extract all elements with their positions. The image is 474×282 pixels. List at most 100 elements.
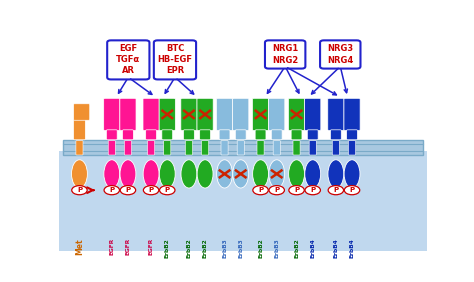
FancyBboxPatch shape xyxy=(143,98,159,131)
Text: P: P xyxy=(294,187,299,193)
Ellipse shape xyxy=(217,160,232,188)
FancyBboxPatch shape xyxy=(235,130,246,140)
FancyBboxPatch shape xyxy=(255,130,266,140)
FancyBboxPatch shape xyxy=(291,130,302,140)
Ellipse shape xyxy=(233,160,249,188)
Text: P: P xyxy=(333,187,338,193)
FancyBboxPatch shape xyxy=(147,141,155,155)
Circle shape xyxy=(305,186,320,195)
FancyBboxPatch shape xyxy=(146,130,156,140)
FancyBboxPatch shape xyxy=(271,130,282,140)
FancyBboxPatch shape xyxy=(233,98,249,131)
Text: ErbB3: ErbB3 xyxy=(274,238,279,258)
Text: BTC
HB-EGF
EPR: BTC HB-EGF EPR xyxy=(157,44,192,76)
FancyBboxPatch shape xyxy=(219,130,230,140)
Text: P: P xyxy=(258,187,263,193)
Text: P: P xyxy=(148,187,154,193)
FancyBboxPatch shape xyxy=(293,141,300,155)
FancyBboxPatch shape xyxy=(108,141,115,155)
Circle shape xyxy=(104,186,119,195)
FancyBboxPatch shape xyxy=(73,104,90,120)
Text: Met: Met xyxy=(75,238,84,255)
Text: P: P xyxy=(77,187,82,193)
FancyBboxPatch shape xyxy=(120,98,136,131)
FancyBboxPatch shape xyxy=(328,98,344,131)
FancyBboxPatch shape xyxy=(346,130,357,140)
Ellipse shape xyxy=(120,160,136,188)
Circle shape xyxy=(289,186,304,195)
FancyBboxPatch shape xyxy=(124,141,131,155)
Text: P: P xyxy=(109,187,114,193)
Bar xyxy=(59,34,427,151)
Circle shape xyxy=(253,186,268,195)
Ellipse shape xyxy=(197,160,213,188)
FancyBboxPatch shape xyxy=(123,130,133,140)
FancyBboxPatch shape xyxy=(221,141,228,155)
Circle shape xyxy=(120,186,136,195)
FancyBboxPatch shape xyxy=(201,141,209,155)
FancyBboxPatch shape xyxy=(265,40,305,69)
FancyBboxPatch shape xyxy=(73,119,85,140)
FancyBboxPatch shape xyxy=(154,40,196,80)
FancyBboxPatch shape xyxy=(164,141,171,155)
Ellipse shape xyxy=(104,160,120,188)
FancyBboxPatch shape xyxy=(162,130,173,140)
Text: P: P xyxy=(349,187,355,193)
FancyBboxPatch shape xyxy=(104,98,120,131)
Text: ErbB3: ErbB3 xyxy=(222,238,227,258)
FancyBboxPatch shape xyxy=(307,130,318,140)
Circle shape xyxy=(72,186,87,195)
FancyBboxPatch shape xyxy=(181,98,197,131)
Text: NRG1
NRG2: NRG1 NRG2 xyxy=(272,45,298,65)
Text: EGF
TGFα
AR: EGF TGFα AR xyxy=(116,44,140,76)
FancyBboxPatch shape xyxy=(217,98,233,131)
Ellipse shape xyxy=(328,160,344,188)
Ellipse shape xyxy=(344,160,360,188)
FancyBboxPatch shape xyxy=(185,141,192,155)
FancyBboxPatch shape xyxy=(159,98,175,131)
Circle shape xyxy=(328,186,344,195)
FancyBboxPatch shape xyxy=(309,141,316,155)
Ellipse shape xyxy=(269,160,285,188)
FancyBboxPatch shape xyxy=(197,98,213,131)
FancyBboxPatch shape xyxy=(269,98,285,131)
Bar xyxy=(59,151,427,251)
FancyBboxPatch shape xyxy=(289,98,305,131)
FancyBboxPatch shape xyxy=(257,141,264,155)
Text: EGFR: EGFR xyxy=(148,238,154,255)
Ellipse shape xyxy=(305,160,320,188)
Text: P: P xyxy=(164,187,170,193)
Text: ErbB2: ErbB2 xyxy=(186,238,191,258)
Bar xyxy=(63,140,423,155)
FancyBboxPatch shape xyxy=(273,141,280,155)
Text: ErbB2: ErbB2 xyxy=(202,238,208,258)
FancyBboxPatch shape xyxy=(253,98,269,131)
Ellipse shape xyxy=(159,160,175,188)
Text: ErbB2: ErbB2 xyxy=(165,238,170,258)
FancyBboxPatch shape xyxy=(305,98,321,131)
Text: ErbB2: ErbB2 xyxy=(258,238,263,258)
FancyBboxPatch shape xyxy=(332,141,339,155)
Text: P: P xyxy=(126,187,130,193)
Ellipse shape xyxy=(289,160,304,188)
Ellipse shape xyxy=(143,160,159,188)
Text: ErbB4: ErbB4 xyxy=(349,238,355,258)
FancyBboxPatch shape xyxy=(200,130,210,140)
Circle shape xyxy=(344,186,360,195)
FancyBboxPatch shape xyxy=(183,130,194,140)
Text: EGFR: EGFR xyxy=(109,238,114,255)
FancyBboxPatch shape xyxy=(237,141,244,155)
Text: ErbB4: ErbB4 xyxy=(333,238,338,258)
Ellipse shape xyxy=(181,160,197,188)
Text: NRG3
NRG4: NRG3 NRG4 xyxy=(327,45,354,65)
FancyBboxPatch shape xyxy=(320,40,360,69)
Text: EGFR: EGFR xyxy=(126,238,130,255)
Circle shape xyxy=(160,186,175,195)
FancyBboxPatch shape xyxy=(106,130,117,140)
Ellipse shape xyxy=(253,160,268,188)
Text: P: P xyxy=(310,187,315,193)
Text: ErbB4: ErbB4 xyxy=(310,238,315,258)
Text: P: P xyxy=(274,187,279,193)
Text: ErbB2: ErbB2 xyxy=(294,238,299,258)
FancyBboxPatch shape xyxy=(344,98,360,131)
